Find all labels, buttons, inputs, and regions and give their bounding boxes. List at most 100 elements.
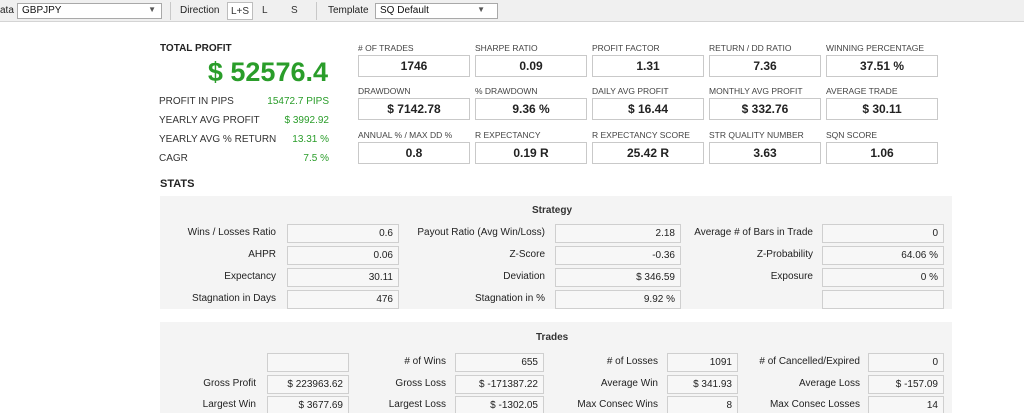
direction-button-long-short[interactable]: L+S	[227, 2, 254, 20]
stats-heading: STATS	[160, 178, 195, 190]
stat-label: Largest Loss	[388, 399, 446, 410]
stat-label: # of Cancelled/Expired	[759, 356, 860, 367]
stat-value: 476	[287, 290, 399, 309]
stat-label: Max Consec Losses	[769, 399, 860, 410]
metric-card: SQN SCORE 1.06	[826, 130, 938, 164]
stat-label: Wins / Losses Ratio	[187, 227, 276, 238]
stat-value	[267, 353, 349, 372]
metric-label: R EXPECTANCY	[475, 130, 541, 140]
summary-row-value: 13.31 %	[292, 134, 329, 145]
stat-value: $ 3677.69	[267, 396, 349, 413]
metric-card: WINNING PERCENTAGE 37.51 %	[826, 43, 938, 77]
metric-value: 7.36	[709, 55, 821, 77]
toolbar-divider	[316, 2, 317, 20]
template-select-value: SQ Default	[380, 5, 429, 16]
metric-label: % DRAWDOWN	[475, 86, 538, 96]
metric-card: SHARPE RATIO 0.09	[475, 43, 587, 77]
total-profit-label: TOTAL PROFIT	[160, 43, 232, 54]
stat-label: # of Losses	[606, 356, 658, 367]
metric-label: MONTHLY AVG PROFIT	[709, 86, 803, 96]
metric-label: # OF TRADES	[358, 43, 414, 53]
metric-label: STR QUALITY NUMBER	[709, 130, 804, 140]
direction-button-short[interactable]: S	[291, 5, 298, 16]
stat-value: 0.6	[287, 224, 399, 243]
stat-value: $ -1302.05	[455, 396, 544, 413]
stat-value: $ 341.93	[667, 375, 738, 394]
metric-label: R EXPECTANCY SCORE	[592, 130, 690, 140]
stat-label: Payout Ratio (Avg Win/Loss)	[417, 227, 545, 238]
metric-card: DRAWDOWN $ 7142.78	[358, 86, 470, 120]
summary-row-value: 15472.7 PIPS	[267, 96, 329, 107]
metric-label: PROFIT FACTOR	[592, 43, 660, 53]
symbol-select[interactable]: GBPJPY ▼	[17, 3, 162, 19]
direction-label: Direction	[180, 5, 220, 16]
stat-value: 64.06 %	[822, 246, 944, 265]
metric-value: 37.51 %	[826, 55, 938, 77]
metric-label: SQN SCORE	[826, 130, 878, 140]
stat-value	[822, 290, 944, 309]
stat-label: # of Wins	[404, 356, 446, 367]
stat-label: Largest Win	[202, 399, 256, 410]
stat-value: 1091	[667, 353, 738, 372]
summary-row-value: 7.5 %	[303, 153, 329, 164]
symbol-select-value: GBPJPY	[22, 5, 62, 16]
metric-value: $ 16.44	[592, 98, 704, 120]
stat-value: $ -157.09	[868, 375, 944, 394]
metric-card: STR QUALITY NUMBER 3.63	[709, 130, 821, 164]
stat-value: 0 %	[822, 268, 944, 287]
stat-label: Stagnation in %	[474, 293, 545, 304]
chevron-down-icon: ▼	[477, 5, 485, 14]
stat-value: 8	[667, 396, 738, 413]
toolbar-divider	[170, 2, 171, 20]
chevron-down-icon: ▼	[148, 5, 156, 14]
trades-section-title: Trades	[536, 332, 569, 343]
template-select[interactable]: SQ Default ▼	[375, 3, 498, 19]
stat-label: AHPR	[248, 249, 276, 260]
stat-value: 30.11	[287, 268, 399, 287]
stat-label: Max Consec Wins	[577, 399, 658, 410]
metric-card: DAILY AVG PROFIT $ 16.44	[592, 86, 704, 120]
summary-row-label: PROFIT IN PIPS	[159, 96, 234, 107]
stat-label: Gross Profit	[203, 378, 256, 389]
stat-value: 2.18	[555, 224, 681, 243]
metric-label: WINNING PERCENTAGE	[826, 43, 925, 53]
metric-value: 0.09	[475, 55, 587, 77]
metric-label: DRAWDOWN	[358, 86, 411, 96]
data-label: ata	[0, 5, 14, 16]
metric-card: R EXPECTANCY SCORE 25.42 R	[592, 130, 704, 164]
metric-card: # OF TRADES 1746	[358, 43, 470, 77]
stat-value: 14	[868, 396, 944, 413]
metric-card: RETURN / DD RATIO 7.36	[709, 43, 821, 77]
metric-value: 0.19 R	[475, 142, 587, 164]
direction-button-long[interactable]: L	[262, 5, 268, 16]
metric-value: 1.06	[826, 142, 938, 164]
metric-card: ANNUAL % / MAX DD % 0.8	[358, 130, 470, 164]
metric-label: RETURN / DD RATIO	[709, 43, 792, 53]
stat-label: Stagnation in Days	[192, 293, 276, 304]
stat-label: Z-Score	[509, 249, 545, 260]
metric-card: PROFIT FACTOR 1.31	[592, 43, 704, 77]
metric-card: MONTHLY AVG PROFIT $ 332.76	[709, 86, 821, 120]
metric-value: 25.42 R	[592, 142, 704, 164]
stat-value: 655	[455, 353, 544, 372]
summary-row-label: CAGR	[159, 153, 188, 164]
total-profit-value: $ 52576.4	[207, 57, 328, 87]
metric-label: ANNUAL % / MAX DD %	[358, 130, 453, 140]
toolbar: ata GBPJPY ▼ Direction L+S L S Template …	[0, 0, 1024, 22]
stat-value: $ 346.59	[555, 268, 681, 287]
metric-value: $ 30.11	[826, 98, 938, 120]
stat-label: Exposure	[770, 271, 813, 282]
summary-row: CAGR 7.5 %	[159, 153, 329, 169]
stat-label: Deviation	[503, 271, 545, 282]
metric-value: $ 332.76	[709, 98, 821, 120]
stat-value: 0	[868, 353, 944, 372]
metric-value: 9.36 %	[475, 98, 587, 120]
summary-row-label: YEARLY AVG PROFIT	[159, 115, 260, 126]
stat-label: Average # of Bars in Trade	[694, 227, 813, 238]
metric-value: 3.63	[709, 142, 821, 164]
template-label: Template	[328, 5, 369, 16]
metric-label: DAILY AVG PROFIT	[592, 86, 669, 96]
metric-card: AVERAGE TRADE $ 30.11	[826, 86, 938, 120]
strategy-section-title: Strategy	[532, 205, 573, 216]
stat-value: $ 223963.62	[267, 375, 349, 394]
